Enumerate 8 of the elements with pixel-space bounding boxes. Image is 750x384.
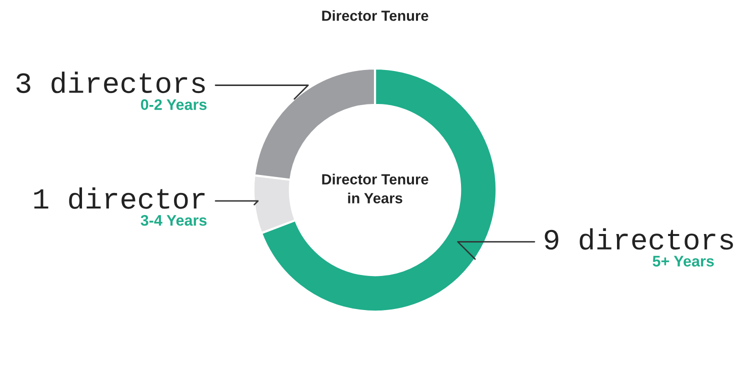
data-label: 3 directors — [16, 72, 205, 94]
chart-title: Director Tenure — [322, 10, 428, 21]
text: Director Tenure in Years — [322, 174, 428, 204]
slice-label: 3-4 Years — [140, 214, 207, 226]
data-label: 1 director — [34, 187, 205, 209]
data-label: 9 directors — [544, 228, 733, 250]
slice-label: 5+ Years — [652, 256, 714, 267]
slice-label: 0-2 Years — [140, 99, 207, 110]
